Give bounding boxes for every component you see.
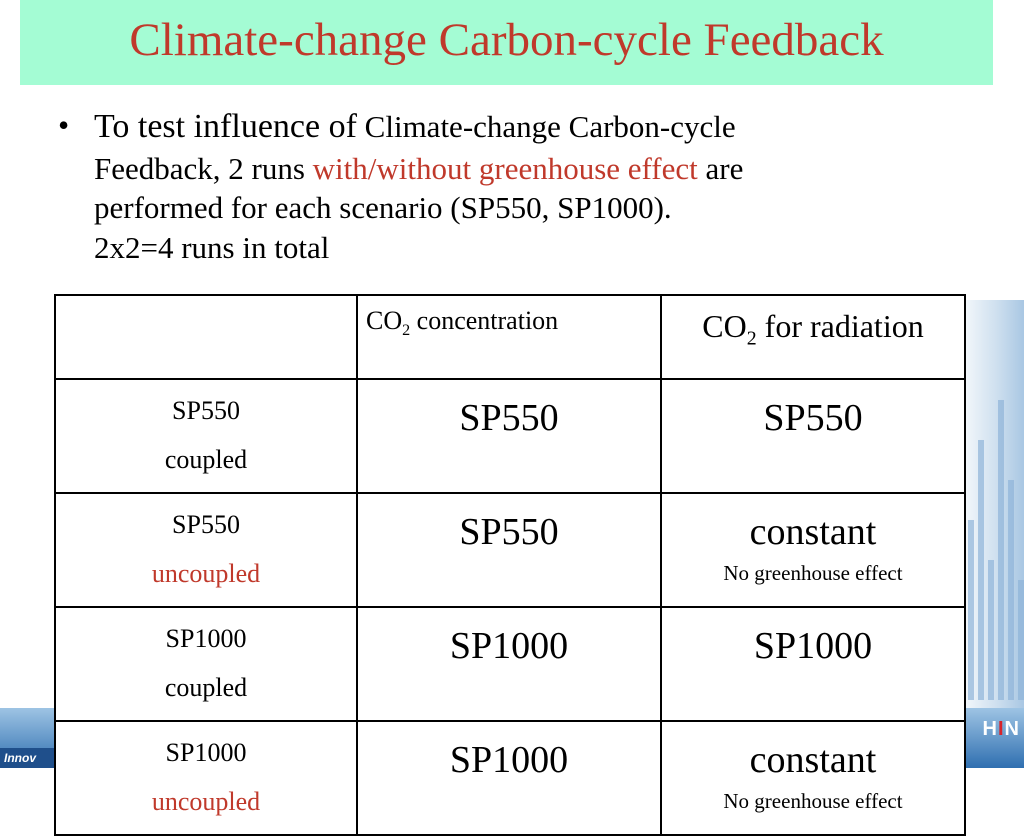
bullet-marker: •	[58, 107, 70, 143]
table-row: SP550 uncoupled SP550 constant No greenhou…	[54, 492, 967, 608]
table-row: SP1000 uncoupled SP1000 constant No greenh…	[54, 720, 967, 836]
runs-table: CO2 concentration CO2 for radiation SP55…	[54, 294, 967, 836]
table-row: SP1000 coupled SP1000 SP1000	[54, 606, 967, 722]
header-co2-concentration: CO2 concentration	[355, 294, 662, 380]
header-radiation-text: for radiation	[756, 308, 924, 344]
coupling-mode: coupled	[164, 673, 248, 703]
radiation-value: constant	[749, 511, 877, 553]
bullet-line-4: 2x2=4 runs in total	[94, 229, 330, 265]
radiation-cell: SP1000	[659, 606, 967, 722]
bullet-highlight: with/without greenhouse effect	[312, 150, 698, 186]
header-empty-cell	[54, 294, 358, 380]
header-co2-text: CO	[365, 306, 403, 335]
bullet-text: To test influence of Climate-change Carb…	[94, 105, 954, 268]
row-label-cell: SP1000 coupled	[54, 606, 358, 722]
logo-accent-letter: I	[997, 718, 1005, 740]
radiation-cell: SP550	[659, 378, 967, 494]
bullet-topic: Climate-change Carbon-cycle	[364, 109, 736, 144]
header-co2-subscript: 2	[402, 322, 411, 340]
scenario-name: SP1000	[165, 624, 247, 653]
header-co2-radiation: CO2 for radiation	[659, 294, 967, 380]
concentration-cell: SP1000	[355, 720, 662, 836]
radiation-note: No greenhouse effect	[723, 789, 903, 814]
header-co2-subscript: 2	[746, 327, 757, 350]
scenario-name: SP550	[172, 396, 240, 425]
radiation-cell: constant No greenhouse effect	[659, 492, 967, 608]
logo-text: HIN	[982, 718, 1020, 740]
concentration-cell: SP550	[355, 492, 662, 608]
table-header-row: CO2 concentration CO2 for radiation	[54, 294, 967, 380]
coupling-mode: uncoupled	[151, 559, 261, 589]
header-concentration-text: concentration	[410, 306, 559, 335]
concentration-cell: SP550	[355, 378, 662, 494]
row-label-cell: SP550 coupled	[54, 378, 358, 494]
radiation-note: No greenhouse effect	[723, 561, 903, 586]
header-co2-text: CO	[702, 308, 747, 344]
row-label-cell: SP1000 uncoupled	[54, 720, 358, 836]
title-bar: Climate-change Carbon-cycle Feedback	[20, 0, 993, 85]
slide-title: Climate-change Carbon-cycle Feedback	[129, 14, 884, 66]
row-label-cell: SP550 uncoupled	[54, 492, 358, 608]
bullet-lead: To test influence of	[94, 108, 357, 145]
radiation-cell: constant No greenhouse effect	[659, 720, 967, 836]
table-row: SP550 coupled SP550 SP550	[54, 378, 967, 494]
bullet-runs: Feedback, 2 runs	[94, 150, 305, 186]
footer-logo-left: Innov	[0, 748, 56, 768]
scenario-name: SP550	[172, 510, 240, 539]
bullet-line-2: Feedback, 2 runs with/without greenhouse…	[94, 149, 954, 189]
background-bar-pattern	[964, 360, 1024, 700]
bullet-line-3: performed for each scenario (SP550, SP10…	[94, 190, 672, 226]
concentration-cell: SP1000	[355, 606, 662, 722]
radiation-value: constant	[749, 739, 877, 781]
footer-logo-right: HIN	[983, 718, 1020, 741]
bullet-line-1: To test influence of Climate-change Carb…	[94, 105, 954, 149]
coupling-mode: uncoupled	[151, 787, 261, 817]
scenario-name: SP1000	[165, 738, 247, 767]
coupling-mode: coupled	[164, 445, 248, 475]
bullet-are: are	[705, 150, 744, 186]
